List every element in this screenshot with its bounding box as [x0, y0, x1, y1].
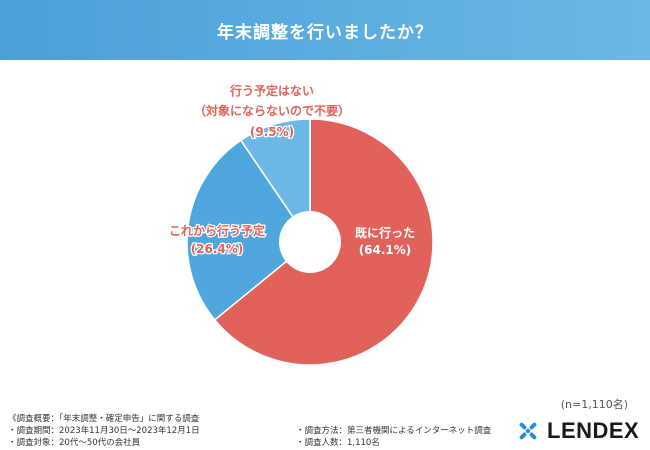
survey-period: ・調査期間：2023年11月30日〜2023年12月1日	[8, 426, 200, 436]
slice-value-none: (9.5%)	[250, 125, 294, 139]
slice-planned	[186, 139, 312, 321]
donut-hole	[279, 211, 341, 273]
survey-details: ・調査方法：第三者機関によるインターネット調査 ・調査人数：1,110名	[296, 425, 491, 449]
slice-labels: 既に行った (64.1%) これから行う予定 (26.4%) 行う予定はない （…	[168, 82, 415, 258]
survey-summary-title: 《調査概要：「年末調整・確定申告」に関する調査	[8, 414, 200, 424]
survey-method: ・調査方法：第三者機関によるインターネット調査	[296, 426, 492, 436]
slice-label-done: 既に行った	[355, 225, 415, 240]
lendex-logo: LENDEX	[515, 418, 639, 444]
chart-title: 年末調整を行いましたか？	[217, 22, 433, 43]
lendex-logo-text: LENDEX	[547, 418, 640, 443]
slice-none	[239, 118, 311, 245]
survey-count: ・調査人数：1,110名	[296, 438, 380, 448]
donut-chart-area: 既に行った (64.1%) これから行う予定 (26.4%) 行う予定はない （…	[0, 60, 650, 380]
survey-summary: 《調査概要：「年末調整・確定申告」に関する調査 ・調査期間：2023年11月30…	[8, 413, 200, 449]
donut-chart: 既に行った (64.1%) これから行う予定 (26.4%) 行う予定はない （…	[168, 82, 434, 366]
slice-label-none-line2: （対象にならないので不要）	[194, 103, 350, 118]
slice-value-done: (64.1%)	[359, 243, 412, 257]
sample-size-note: (n=1,110名)	[560, 398, 628, 411]
slice-label-none-line1: 行う予定はない	[229, 83, 314, 98]
slice-label-planned: これから行う予定	[169, 223, 265, 238]
survey-target: ・調査対象：20代〜50代の会社員	[8, 438, 141, 448]
lendex-logo-icon	[519, 422, 537, 440]
slice-value-planned: (26.4%)	[191, 242, 244, 256]
chart-header: 年末調整を行いましたか？	[0, 0, 650, 60]
